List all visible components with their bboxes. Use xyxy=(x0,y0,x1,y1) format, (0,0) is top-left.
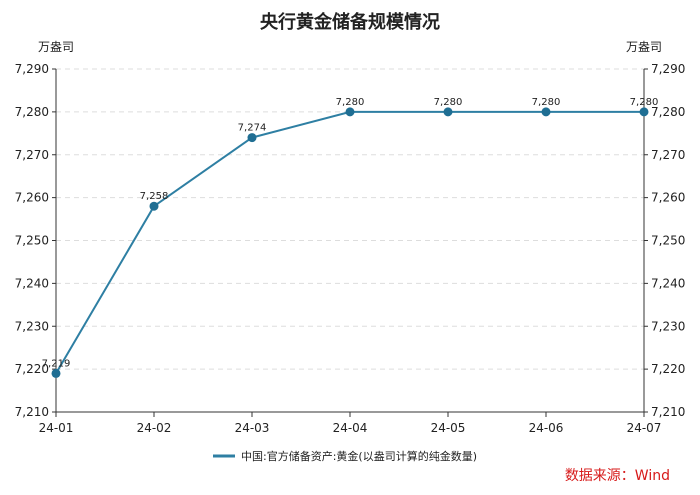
series-group: 7,219 7,258 7,274 7,280 7,280 7,280 7,280 xyxy=(42,97,659,378)
y-tick-label-left: 7,270 xyxy=(15,148,49,162)
y-tick-label-right: 7,290 xyxy=(651,62,685,76)
series-line xyxy=(55,110,644,374)
y-tick-label-right: 7,240 xyxy=(651,276,685,290)
y-tick-label-right: 7,210 xyxy=(651,405,685,419)
y-tick-label-left: 7,210 xyxy=(15,405,49,419)
chart-title: 央行黄金储备规模情况 xyxy=(260,11,440,33)
axes xyxy=(52,68,648,417)
data-point xyxy=(639,107,649,117)
source-note: 数据来源：Wind xyxy=(565,468,670,484)
data-point xyxy=(443,107,453,117)
y-tick-label-right: 7,230 xyxy=(651,319,685,333)
y-tick-label-left: 7,260 xyxy=(15,191,49,205)
legend-label: 中国:官方储备资产:黄金(以盎司计算的纯金数量) xyxy=(241,449,477,463)
data-point xyxy=(247,133,257,143)
y-tick-label-left: 7,290 xyxy=(15,62,49,76)
data-label: 7,280 xyxy=(434,97,463,108)
data-label: 7,280 xyxy=(532,97,561,108)
y-tick-label-right: 7,280 xyxy=(651,105,685,119)
x-tick-labels: 24-01 24-02 24-03 24-04 24-05 24-06 24-07 xyxy=(39,421,662,435)
x-tick-label: 24-07 xyxy=(627,421,662,435)
y-tick-label-right: 7,250 xyxy=(651,234,685,248)
data-label: 7,280 xyxy=(336,97,365,108)
y-tick-label-right: 7,220 xyxy=(651,362,685,376)
data-point xyxy=(345,107,355,117)
y-tick-label-left: 7,220 xyxy=(15,362,49,376)
data-point xyxy=(51,368,61,378)
y-tick-label-left: 7,280 xyxy=(15,105,49,119)
y-tick-label-left: 7,230 xyxy=(15,319,49,333)
y-tick-label-left: 7,240 xyxy=(15,276,49,290)
data-label: 7,280 xyxy=(630,97,659,108)
data-label: 7,274 xyxy=(238,123,267,134)
data-label: 7,219 xyxy=(42,358,71,369)
x-tick-label: 24-03 xyxy=(235,421,270,435)
y-axis-unit-right: 万盎司 xyxy=(626,40,662,54)
data-point xyxy=(149,201,159,211)
x-tick-label: 24-05 xyxy=(431,421,466,435)
data-point xyxy=(541,107,551,117)
y-tick-label-right: 7,260 xyxy=(651,191,685,205)
x-tick-label: 24-02 xyxy=(137,421,172,435)
y-tick-labels-left: 7,210 7,220 7,230 7,240 7,250 7,260 7,270 7,280… xyxy=(15,62,49,419)
x-tick-label: 24-04 xyxy=(333,421,368,435)
y-axis-unit-left: 万盎司 xyxy=(38,40,74,54)
legend: 中国:官方储备资产:黄金(以盎司计算的纯金数量) xyxy=(213,449,477,463)
y-tick-label-right: 7,270 xyxy=(651,148,685,162)
data-label: 7,258 xyxy=(140,191,169,202)
y-tick-label-left: 7,250 xyxy=(15,234,49,248)
x-tick-label: 24-06 xyxy=(529,421,564,435)
y-tick-labels-right: 7,210 7,220 7,230 7,240 7,250 7,260 7,270 7,280… xyxy=(651,62,685,419)
x-tick-label: 24-01 xyxy=(39,421,74,435)
